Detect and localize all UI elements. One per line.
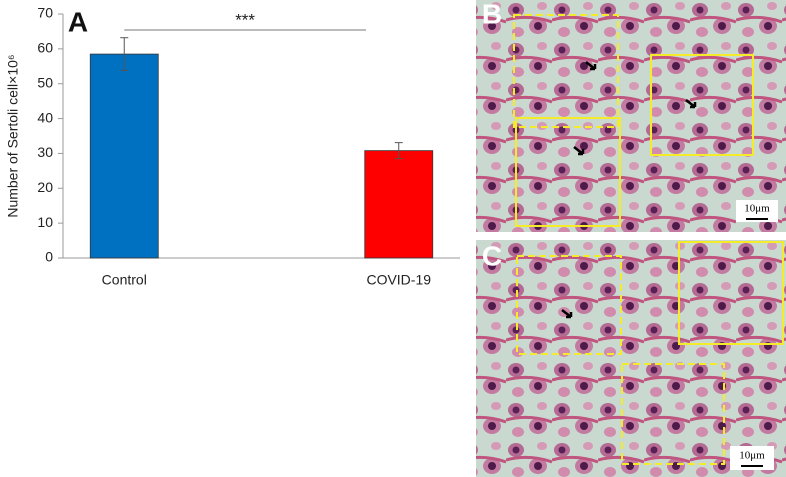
x-tick-label: Control xyxy=(102,272,147,288)
micrograph xyxy=(476,240,786,477)
bar xyxy=(364,150,434,259)
highlight-box xyxy=(515,117,621,227)
highlight-box xyxy=(513,14,619,128)
arrow xyxy=(685,99,697,109)
y-axis-label: Number of Sertoli cell×10⁶ xyxy=(5,54,21,217)
scale-bar-label: 10μm xyxy=(744,203,770,215)
highlight-box xyxy=(678,241,784,345)
significance-label: *** xyxy=(235,10,255,29)
image-panel-b: B 10μm xyxy=(476,0,786,232)
arrow xyxy=(585,61,597,71)
y-tick-label: 40 xyxy=(37,109,53,125)
scale-box xyxy=(736,200,778,222)
y-tick-label: 20 xyxy=(37,179,53,195)
y-tick-label: 50 xyxy=(37,74,53,90)
error-bar xyxy=(120,37,129,71)
y-tick-label: 30 xyxy=(37,144,53,160)
highlight-box xyxy=(621,363,725,465)
y-tick-label: 10 xyxy=(37,214,53,230)
y-tick-label: 0 xyxy=(45,249,53,265)
micrograph xyxy=(476,0,786,232)
panel-label: B xyxy=(482,0,502,29)
x-tick-label: COVID-19 xyxy=(366,272,431,288)
arrow xyxy=(561,309,573,319)
y-tick-label: 70 xyxy=(37,5,53,21)
error-bar xyxy=(394,142,403,160)
highlight-box xyxy=(516,255,622,355)
image-panel-c: C 10μm xyxy=(476,240,786,477)
arrow xyxy=(573,146,585,156)
highlight-box xyxy=(650,54,754,156)
bar xyxy=(89,53,159,259)
y-tick-label: 60 xyxy=(37,40,53,56)
panel-label: A xyxy=(68,6,88,37)
panel-label: C xyxy=(482,240,502,271)
scale-bar-label: 10μm xyxy=(739,450,765,462)
